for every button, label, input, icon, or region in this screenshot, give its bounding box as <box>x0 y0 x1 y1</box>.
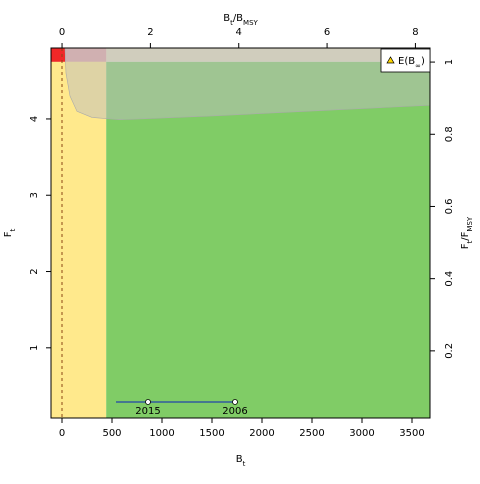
subscript: t <box>9 228 17 231</box>
subscript: MSY <box>243 19 258 27</box>
label-part: E(B <box>398 56 415 67</box>
label-part: ) <box>421 56 425 67</box>
x2-tick-label: 6 <box>324 27 330 38</box>
x2-tick-label: 0 <box>59 27 65 38</box>
subscript: ∞ <box>415 62 421 70</box>
y2-tick-label: 0.4 <box>444 271 455 287</box>
label-part: /F <box>460 231 471 240</box>
plot-area: 2015 2006 <box>51 48 430 418</box>
region-red <box>51 48 65 62</box>
y-axis-title: Ft <box>3 228 17 237</box>
x2-axis-title: Bt/BMSY <box>223 13 258 27</box>
point <box>232 399 238 405</box>
y2-tick-label: 1 <box>444 59 455 65</box>
y2-tick-label: 0.8 <box>444 126 455 142</box>
x-tick-label: 3000 <box>349 428 374 439</box>
axes: 0 500 1000 1500 2000 2500 3000 3500 1 2 3 4 0 2 4 6 8 0.2… <box>3 13 474 468</box>
y2-tick-label: 0.2 <box>444 343 455 359</box>
legend: E(B∞) <box>380 48 431 73</box>
y2-tick-label: 0.6 <box>444 199 455 215</box>
x2-tick-label: 4 <box>236 27 242 38</box>
subscript: MSY <box>466 216 474 231</box>
x-tick-label: 0 <box>59 428 65 439</box>
y-tick-label: 2 <box>29 268 40 274</box>
y-tick-label: 3 <box>29 192 40 198</box>
point <box>145 399 151 405</box>
legend-label: E(B∞) <box>398 56 425 70</box>
y2-axis-title: Ft/FMSY <box>460 216 474 249</box>
label-part: F <box>460 243 471 249</box>
x-tick-label: 2500 <box>299 428 324 439</box>
label-part: F <box>3 231 14 237</box>
legend-symbol <box>386 56 395 64</box>
x-axis-title: Bt <box>236 454 246 468</box>
y-tick-label: 1 <box>29 345 40 351</box>
label-part: B <box>223 13 230 24</box>
region-green <box>106 61 430 418</box>
x2-tick-label: 2 <box>147 27 153 38</box>
label-part: B <box>236 454 243 465</box>
frame <box>50 47 431 419</box>
label-part: /B <box>233 13 243 24</box>
point-label: 2006 <box>222 406 247 417</box>
legend-box <box>380 48 431 73</box>
subscript: t <box>243 460 246 468</box>
point-label: 2015 <box>135 406 160 417</box>
x-tick-label: 1000 <box>149 428 174 439</box>
x2-tick-label: 8 <box>412 27 418 38</box>
y-tick-label: 4 <box>29 116 40 122</box>
x-tick-label: 500 <box>102 428 121 439</box>
confidence-region <box>64 48 430 121</box>
subscript: t <box>230 19 233 27</box>
x-tick-label: 1500 <box>199 428 224 439</box>
subscript: t <box>466 240 474 243</box>
x-tick-label: 2000 <box>249 428 274 439</box>
x-tick-label: 3500 <box>399 428 424 439</box>
